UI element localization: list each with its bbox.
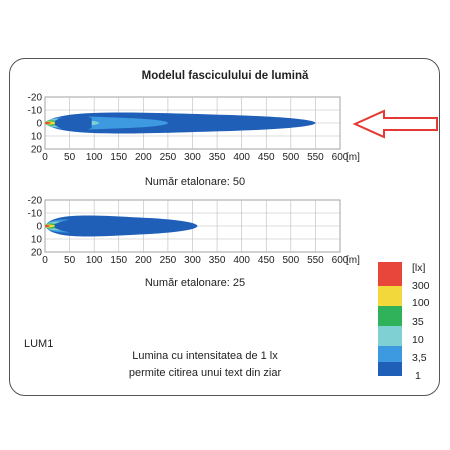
beam-shape-1 bbox=[45, 112, 316, 134]
beam-1lx-side-lobe bbox=[54, 217, 124, 235]
x-tick-label: 500 bbox=[282, 152, 299, 163]
beam-shape-2 bbox=[45, 215, 198, 237]
legend-label-3-5: 3,5 bbox=[412, 352, 427, 364]
x-tick-label: 450 bbox=[258, 152, 275, 163]
calibration-label-1: Număr etalonare: 50 bbox=[144, 176, 246, 188]
x-unit-label: [m] bbox=[346, 152, 360, 163]
y-tick-label: 10 bbox=[31, 132, 43, 143]
y-tick-label: -20 bbox=[28, 93, 43, 104]
legend-swatch-300 bbox=[378, 262, 402, 286]
y-tick-label: -20 bbox=[28, 196, 43, 207]
x-tick-label: 100 bbox=[86, 255, 103, 266]
legend-label-300: 300 bbox=[412, 280, 430, 292]
y-ticks-2: -20 -10 0 10 20 bbox=[28, 196, 43, 259]
x-tick-label: 300 bbox=[184, 152, 201, 163]
x-tick-label: 50 bbox=[64, 152, 76, 163]
beam-300lx bbox=[45, 121, 51, 125]
y-tick-label: 0 bbox=[36, 222, 42, 233]
x-ticks-1: 0 50 100 150 200 250 300 350 400 450 500 550 600[m] bbox=[42, 152, 360, 163]
x-tick-label: 550 bbox=[307, 255, 324, 266]
x-tick-label: 600 bbox=[332, 152, 349, 163]
x-tick-label: 100 bbox=[86, 152, 103, 163]
y-tick-label: 10 bbox=[31, 235, 43, 246]
x-tick-label: 50 bbox=[64, 255, 76, 266]
y-tick-label: 20 bbox=[31, 145, 43, 156]
beam-chart-1: -20 -10 0 10 20 0 50 100 150 200 250 300 350 400 450 5… bbox=[28, 93, 361, 164]
x-tick-label: 450 bbox=[258, 255, 275, 266]
x-unit-label: [m] bbox=[346, 255, 360, 266]
x-tick-label: 350 bbox=[209, 152, 226, 163]
x-tick-label: 150 bbox=[110, 152, 127, 163]
x-tick-label: 400 bbox=[233, 152, 250, 163]
legend-unit: [lx] bbox=[412, 262, 426, 274]
legend-swatch-35 bbox=[378, 306, 402, 326]
x-tick-label: 350 bbox=[209, 255, 226, 266]
legend-label-100: 100 bbox=[412, 297, 430, 309]
x-tick-label: 200 bbox=[135, 255, 152, 266]
x-ticks-2: 0 50 100 150 200 250 300 350 400 450 500 550 600[m] bbox=[42, 255, 360, 266]
left-arrow-icon bbox=[352, 109, 438, 139]
legend-label-1: 1 bbox=[415, 370, 421, 382]
diagram-panel bbox=[9, 58, 440, 396]
diagram-title: Modelul fasciculului de lumină bbox=[141, 70, 309, 82]
beam-chart-2: -20 -10 0 10 20 0 50 100 150 200 250 300 350 400 450 5… bbox=[28, 196, 361, 267]
grid-2 bbox=[44, 199, 341, 253]
model-code: LUM1 bbox=[24, 338, 54, 350]
legend-label-35: 35 bbox=[412, 316, 424, 328]
lux-legend: [lx] 300 100 35 10 3,5 1 bbox=[378, 262, 430, 382]
beam-1lx-side-lobe bbox=[54, 114, 92, 132]
legend-swatch-100 bbox=[378, 286, 402, 306]
x-tick-label: 0 bbox=[42, 255, 48, 266]
x-tick-label: 550 bbox=[307, 152, 324, 163]
y-tick-label: 20 bbox=[31, 248, 43, 259]
x-tick-label: 150 bbox=[110, 255, 127, 266]
x-tick-label: 300 bbox=[184, 255, 201, 266]
footnote-line-2: permite citirea unui text din ziar bbox=[128, 367, 282, 379]
calibration-label-2: Număr etalonare: 25 bbox=[144, 277, 246, 289]
y-tick-label: 0 bbox=[36, 119, 42, 130]
x-tick-label: 250 bbox=[160, 255, 177, 266]
beam-300lx bbox=[45, 224, 50, 228]
legend-swatch-3-5 bbox=[378, 346, 402, 362]
footnote-line-1: Lumina cu intensitatea de 1 lx bbox=[132, 350, 278, 362]
x-tick-label: 200 bbox=[135, 152, 152, 163]
y-tick-label: -10 bbox=[28, 209, 43, 220]
x-tick-label: 500 bbox=[282, 255, 299, 266]
legend-swatch-1 bbox=[378, 362, 402, 376]
x-tick-label: 600 bbox=[332, 255, 349, 266]
legend-swatch-10 bbox=[378, 326, 402, 346]
x-tick-label: 400 bbox=[233, 255, 250, 266]
x-tick-label: 250 bbox=[160, 152, 177, 163]
x-tick-label: 0 bbox=[42, 152, 48, 163]
legend-label-10: 10 bbox=[412, 334, 424, 346]
y-ticks-1: -20 -10 0 10 20 bbox=[28, 93, 43, 156]
y-tick-label: -10 bbox=[28, 106, 43, 117]
